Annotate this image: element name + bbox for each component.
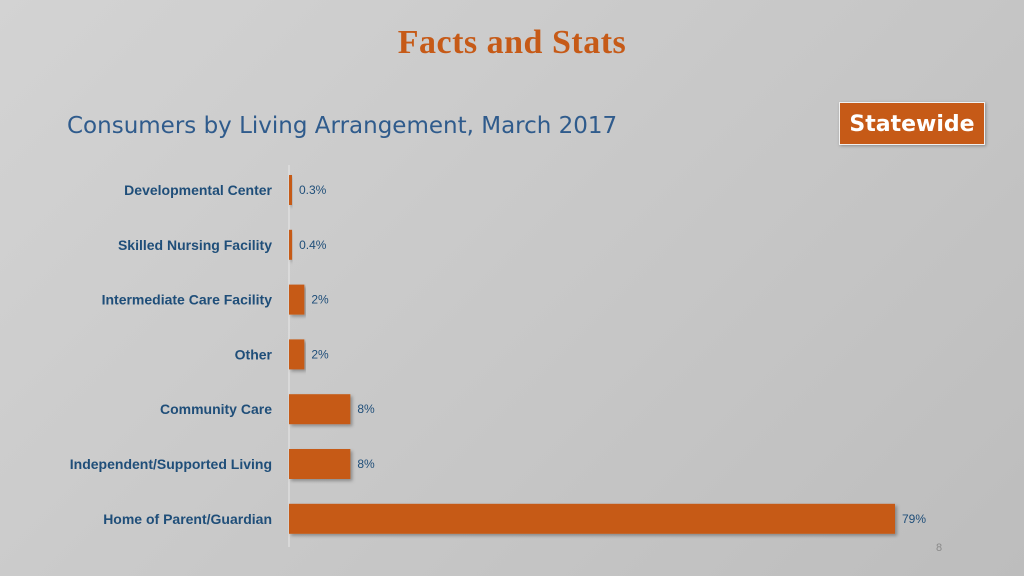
data-label: 79% — [902, 512, 926, 526]
data-label: 8% — [357, 402, 375, 416]
bar — [289, 394, 351, 425]
page-number: 8 — [936, 542, 943, 554]
data-label: 0.4% — [299, 238, 327, 252]
data-label: 2% — [311, 347, 329, 361]
bar — [289, 449, 351, 479]
bar — [289, 503, 895, 534]
data-label: 0.3% — [299, 183, 327, 197]
category-label: Home of Parent/Guardian — [103, 511, 272, 527]
statewide-badge: Statewide — [839, 102, 985, 145]
data-label: 8% — [357, 457, 375, 471]
bar — [289, 339, 305, 370]
bar — [289, 284, 305, 315]
category-label: Skilled Nursing Facility — [118, 237, 272, 253]
bar — [289, 175, 292, 205]
category-label: Intermediate Care Facility — [102, 292, 273, 308]
bar — [289, 229, 293, 260]
category-label: Developmental Center — [124, 182, 272, 198]
category-label: Other — [235, 346, 273, 362]
chart-title: Consumers by Living Arrangement, March 2… — [67, 113, 618, 139]
category-label: Community Care — [160, 401, 272, 417]
category-label: Independent/Supported Living — [70, 456, 272, 472]
data-label: 2% — [311, 293, 329, 307]
slide-title: Facts and Stats — [397, 24, 627, 61]
